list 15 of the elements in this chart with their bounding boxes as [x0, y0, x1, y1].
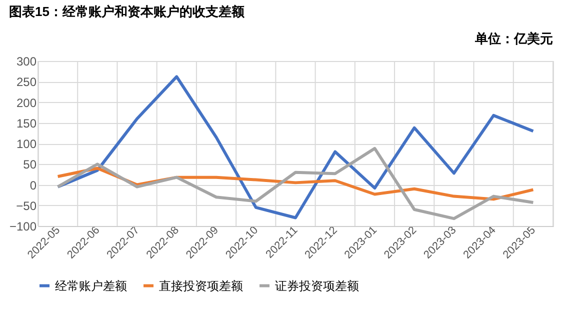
legend-label: 经常账户差额 [55, 278, 127, 293]
chart-title: 图表15：经常账户和资本账户的收支差额 [8, 4, 246, 19]
y-tick-label: 100 [16, 137, 37, 151]
legend-label: 直接投资项差额 [159, 278, 243, 293]
y-tick-label: 200 [16, 96, 37, 110]
y-tick-label: 50 [23, 158, 37, 172]
legend-label: 证券投资项差额 [275, 278, 359, 293]
y-tick-label: 0 [30, 178, 37, 192]
y-tick-label: 300 [16, 54, 37, 68]
line-series [56, 75, 535, 220]
y-tick-label: 150 [16, 116, 37, 130]
y-tick-label: 250 [16, 75, 37, 90]
text: 单位：亿美元 [474, 31, 553, 46]
y-tick-label: −50 [16, 198, 37, 213]
line-series [56, 146, 535, 220]
